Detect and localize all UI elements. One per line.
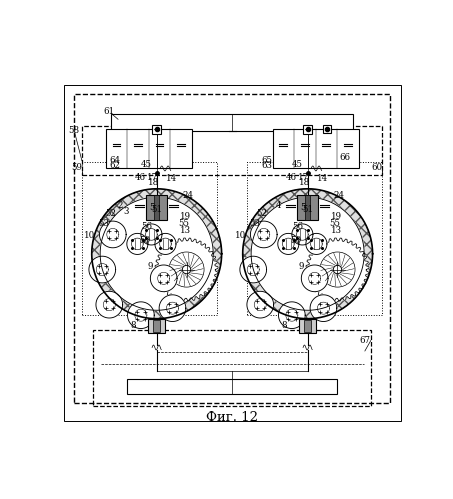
Polygon shape bbox=[152, 125, 161, 134]
Polygon shape bbox=[304, 320, 311, 332]
Text: 10: 10 bbox=[235, 231, 246, 240]
Text: 64: 64 bbox=[109, 156, 120, 165]
Polygon shape bbox=[89, 256, 116, 283]
Text: 55: 55 bbox=[178, 220, 189, 229]
Text: 46: 46 bbox=[135, 173, 146, 182]
Text: 65: 65 bbox=[261, 156, 272, 165]
Polygon shape bbox=[306, 238, 369, 301]
Text: 58: 58 bbox=[68, 126, 79, 135]
Circle shape bbox=[333, 265, 342, 274]
Polygon shape bbox=[278, 234, 299, 254]
Text: 8: 8 bbox=[281, 320, 287, 329]
Text: 14: 14 bbox=[317, 174, 328, 183]
Polygon shape bbox=[279, 302, 305, 328]
Text: 53: 53 bbox=[250, 220, 260, 229]
Text: 13: 13 bbox=[331, 227, 342, 236]
Text: 10: 10 bbox=[84, 231, 96, 240]
Polygon shape bbox=[306, 234, 327, 254]
Text: 51: 51 bbox=[302, 205, 313, 214]
Polygon shape bbox=[155, 234, 176, 254]
Text: 19: 19 bbox=[180, 213, 191, 222]
Polygon shape bbox=[100, 197, 213, 310]
Text: 46: 46 bbox=[286, 173, 297, 182]
Text: 18: 18 bbox=[148, 178, 159, 187]
Text: 62: 62 bbox=[109, 162, 120, 171]
Text: 13: 13 bbox=[180, 227, 191, 236]
Polygon shape bbox=[127, 379, 337, 394]
Polygon shape bbox=[106, 129, 192, 168]
Polygon shape bbox=[310, 295, 337, 321]
Text: 19: 19 bbox=[331, 213, 342, 222]
Polygon shape bbox=[240, 256, 266, 283]
Polygon shape bbox=[301, 265, 328, 291]
Text: 50: 50 bbox=[290, 236, 301, 246]
Text: 5: 5 bbox=[300, 203, 306, 212]
Text: 56: 56 bbox=[142, 222, 153, 231]
Text: 2: 2 bbox=[117, 201, 123, 210]
Polygon shape bbox=[150, 265, 177, 291]
Text: 45: 45 bbox=[292, 160, 303, 170]
Text: 52: 52 bbox=[106, 209, 116, 218]
Polygon shape bbox=[323, 125, 331, 133]
Text: 50: 50 bbox=[139, 236, 150, 246]
Text: 9: 9 bbox=[299, 262, 304, 271]
Text: 53: 53 bbox=[99, 220, 110, 229]
Text: 17: 17 bbox=[298, 173, 308, 182]
Polygon shape bbox=[153, 320, 160, 332]
Polygon shape bbox=[128, 302, 154, 328]
Text: 63: 63 bbox=[261, 162, 272, 171]
Polygon shape bbox=[155, 238, 218, 301]
Circle shape bbox=[169, 252, 204, 287]
Polygon shape bbox=[297, 195, 318, 220]
Text: 9: 9 bbox=[148, 262, 154, 271]
Text: 56: 56 bbox=[293, 222, 304, 231]
Polygon shape bbox=[247, 291, 274, 318]
Polygon shape bbox=[299, 319, 316, 333]
Circle shape bbox=[320, 252, 355, 287]
Text: 17: 17 bbox=[147, 173, 158, 182]
Polygon shape bbox=[127, 234, 148, 254]
Text: 52: 52 bbox=[256, 209, 268, 218]
Text: Фиг. 12: Фиг. 12 bbox=[206, 411, 258, 424]
Polygon shape bbox=[154, 195, 159, 220]
Polygon shape bbox=[146, 195, 167, 220]
Polygon shape bbox=[273, 129, 358, 168]
Text: 14: 14 bbox=[166, 174, 177, 183]
Circle shape bbox=[182, 265, 191, 274]
Text: 55: 55 bbox=[329, 220, 340, 229]
Polygon shape bbox=[100, 221, 126, 248]
Polygon shape bbox=[96, 291, 123, 318]
Polygon shape bbox=[111, 114, 353, 131]
Polygon shape bbox=[305, 195, 310, 220]
Text: 61: 61 bbox=[103, 107, 114, 116]
Polygon shape bbox=[148, 319, 165, 333]
Text: 4: 4 bbox=[276, 201, 281, 210]
Text: 5: 5 bbox=[149, 203, 155, 212]
Polygon shape bbox=[292, 224, 313, 245]
Text: 24: 24 bbox=[334, 191, 345, 200]
Text: 18: 18 bbox=[299, 178, 310, 187]
Text: 24: 24 bbox=[183, 191, 194, 200]
Text: 45: 45 bbox=[140, 160, 152, 170]
Polygon shape bbox=[159, 295, 186, 321]
Text: 3: 3 bbox=[124, 207, 129, 216]
Text: 67: 67 bbox=[359, 336, 371, 345]
Polygon shape bbox=[141, 224, 162, 245]
Polygon shape bbox=[251, 197, 364, 310]
Text: 66: 66 bbox=[340, 153, 351, 162]
Text: 51: 51 bbox=[151, 205, 162, 214]
Polygon shape bbox=[251, 221, 277, 248]
Text: 59: 59 bbox=[72, 163, 82, 172]
Polygon shape bbox=[57, 76, 408, 428]
Text: 8: 8 bbox=[130, 320, 136, 329]
Text: 60: 60 bbox=[371, 163, 382, 172]
Polygon shape bbox=[303, 125, 312, 134]
